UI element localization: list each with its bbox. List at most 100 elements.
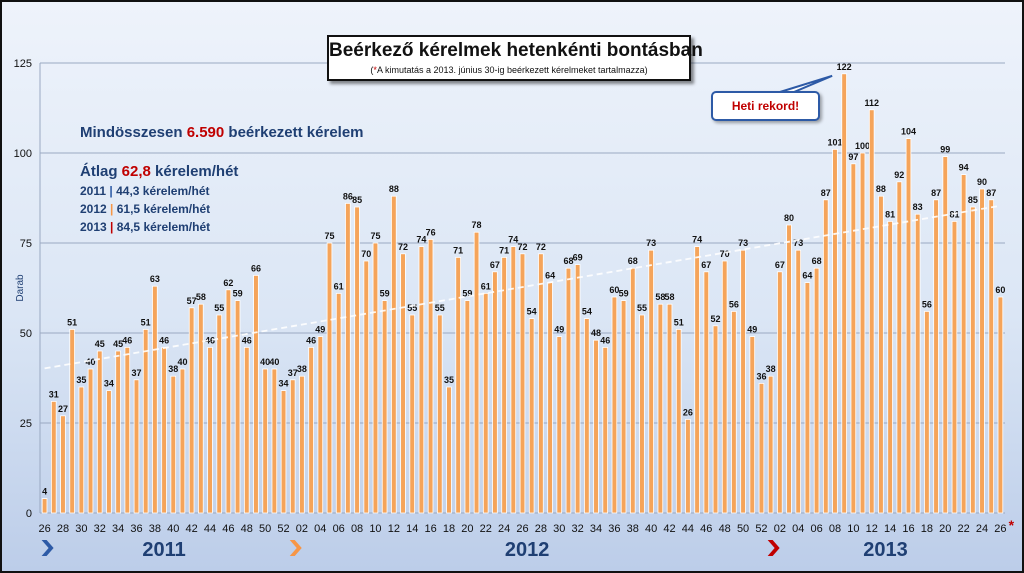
data-label: 72 [536,242,546,252]
data-label: 59 [233,289,243,299]
bar [253,274,259,514]
bar [170,375,177,514]
x-tick-label: 10 [847,523,859,535]
bar [152,285,158,514]
bar [675,328,682,514]
bar [749,336,756,514]
data-label: 69 [573,253,583,263]
x-tick-label: 40 [645,523,657,535]
bar [731,310,737,514]
data-label: 58 [196,292,206,302]
data-label: 46 [205,335,215,345]
year-label: 2013 [863,539,908,561]
x-tick-label: 46 [222,523,234,535]
bar [896,181,903,514]
x-tick-label: 08 [829,523,841,535]
chart-title: Beérkező kérelmek hetenkénti bontásban [329,40,703,61]
bar [822,199,829,514]
x-tick-label: 50 [737,523,749,535]
data-label: 40 [260,357,270,367]
bar [960,174,967,514]
data-label: 71 [453,245,463,255]
bar [639,314,645,514]
bar [813,267,820,514]
x-tick-label: 22 [958,523,970,535]
y-axis-label: Darab [15,274,26,302]
bar [510,246,517,514]
x-tick-label: 38 [627,523,639,535]
data-label: 38 [766,364,776,374]
bar [317,336,324,514]
x-tick-label: 04 [792,523,804,535]
bar [868,109,875,514]
year-average-text: 84,5 kérelem/hét [116,220,211,234]
year-arrow-icon [767,540,780,556]
data-label: 55 [214,303,224,313]
bar [133,379,140,514]
data-label: 51 [67,317,77,327]
data-label: 4 [42,487,47,497]
bar [951,220,958,514]
bar [584,318,590,514]
x-tick-label: 42 [186,523,198,535]
data-label: 85 [352,195,362,205]
data-label: 72 [398,242,408,252]
data-label: 57 [187,296,197,306]
y-tick-label: 75 [20,238,32,250]
y-tick-label: 100 [14,148,32,160]
data-label: 60 [995,285,1005,295]
x-tick-label: 14 [884,523,896,535]
bar [786,224,792,514]
bar [473,231,480,514]
data-label: 38 [168,364,178,374]
bar [115,350,121,514]
bar [41,498,48,514]
bar [243,346,250,514]
bar [528,318,535,514]
bar [767,375,774,514]
subtitle-open: ( [370,65,374,75]
data-label: 78 [472,220,482,230]
data-label: 74 [508,235,518,245]
data-label: 99 [940,145,950,155]
year-average-2012: 2012 | 61,5 kérelem/hét [80,202,364,216]
data-label: 87 [986,188,996,198]
total-prefix: Mindösszesen [80,124,183,141]
data-label: 74 [416,235,426,245]
x-tick-label: 32 [572,523,584,535]
x-tick-label: 16 [902,523,914,535]
data-label: 83 [913,202,923,212]
data-label: 94 [959,163,969,173]
data-label: 49 [554,325,564,335]
x-tick-label: 02 [296,523,308,535]
data-label: 85 [968,195,978,205]
data-label: 51 [674,317,684,327]
bar [142,328,149,514]
data-label: 31 [49,389,59,399]
avg-value: 62,8 [121,163,151,180]
bar [602,346,609,514]
bar [280,390,287,514]
bar [703,271,710,514]
bar [538,253,544,514]
bar [400,253,406,514]
x-tick-label: 48 [719,523,731,535]
bar [207,346,213,514]
bar [795,249,802,514]
bar [427,238,434,514]
data-label: 46 [600,335,610,345]
year-average-text: 44,3 kérelem/hét [116,184,210,198]
bar [381,300,388,514]
x-tick-label: 14 [406,523,418,535]
total-value: 6.590 [186,124,225,141]
year-average-2011: 2011 | 44,3 kérelem/hét [80,184,364,198]
bar [556,336,563,514]
bar [234,300,241,514]
bar [501,256,507,514]
x-tick-label: 50 [259,523,271,535]
x-tick-label: 26 [994,523,1006,535]
record-callout: Heti rekord! [711,91,820,121]
x-tick-label: 08 [351,523,363,535]
data-label: 59 [380,289,390,299]
